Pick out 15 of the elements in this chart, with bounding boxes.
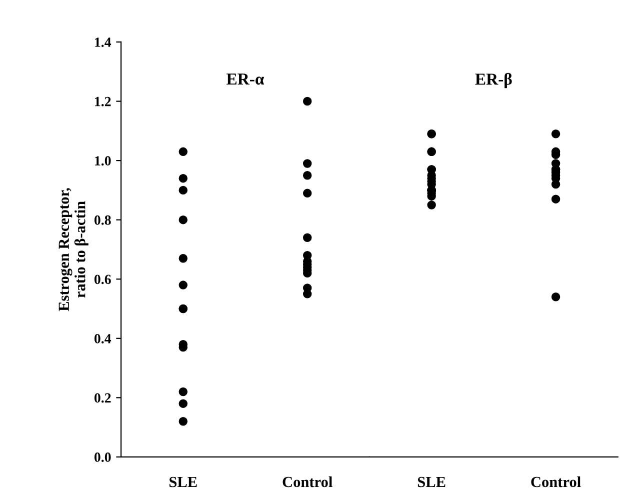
y-tick-label: 0.4 bbox=[94, 334, 112, 344]
x-tick-label: SLE bbox=[418, 476, 446, 488]
x-tick-label: SLE bbox=[170, 476, 197, 488]
text: ER-β bbox=[475, 72, 512, 88]
y-tick-label: 1.2 bbox=[95, 96, 111, 106]
y-tick-label: 0.8 bbox=[94, 215, 111, 225]
y-tick-label: 0.2 bbox=[94, 393, 111, 403]
x-tick-label: Control bbox=[282, 476, 332, 488]
y-axis-title: Estrogen Receptor, ratio to β-actin bbox=[58, 188, 88, 312]
y-tick-label: 1.4 bbox=[95, 38, 112, 48]
y-tick-label: 0.6 bbox=[94, 274, 111, 284]
text: ER-α bbox=[226, 74, 264, 85]
y-tick-label: 1.0 bbox=[95, 156, 111, 166]
y-tick-label: 0.0 bbox=[94, 452, 111, 462]
x-tick-label: Control bbox=[531, 476, 581, 488]
